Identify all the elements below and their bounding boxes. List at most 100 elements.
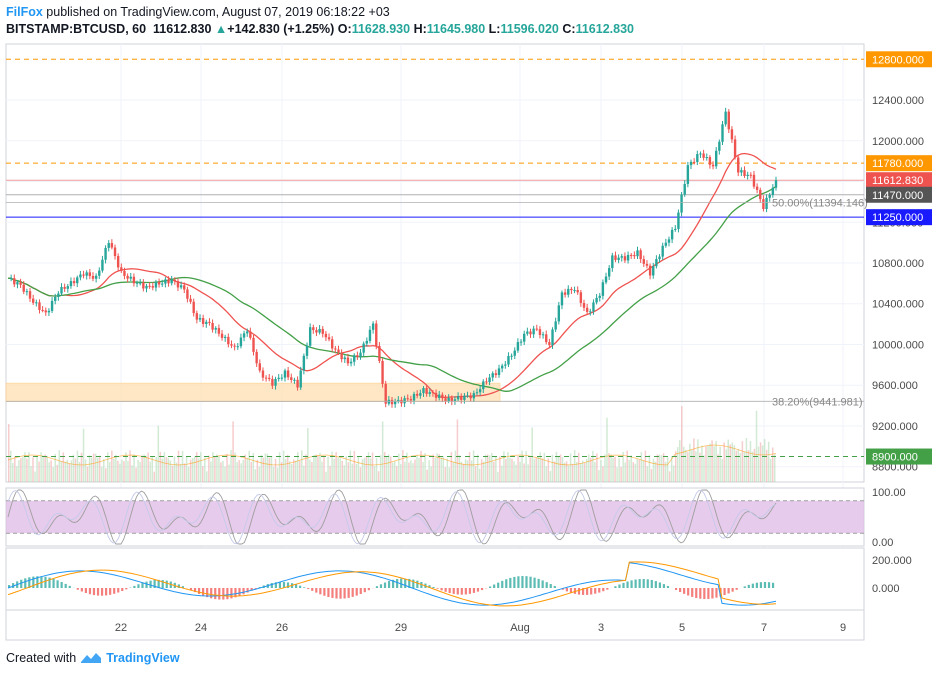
footer: Created with TradingView	[6, 648, 180, 668]
candle-body	[670, 229, 674, 240]
volume-bar	[119, 463, 121, 482]
volume-bar	[268, 457, 271, 482]
candle-body	[667, 239, 671, 243]
candle-body	[592, 302, 595, 312]
volume-bar	[353, 451, 356, 482]
time-tick-label: 26	[276, 622, 288, 634]
macd-histogram-bar	[464, 588, 467, 595]
candle-body	[532, 328, 535, 335]
candle-body	[500, 365, 504, 369]
author-link[interactable]: FilFox	[6, 5, 43, 19]
volume-bar	[501, 465, 503, 482]
volume-bar	[579, 462, 582, 482]
candle-body	[689, 161, 693, 166]
candle-body	[154, 281, 158, 288]
volume-bar	[240, 463, 242, 482]
price-label-bg	[866, 448, 932, 465]
price-chart[interactable]: 50.00%(11394.146) 38.20%(9441.981) 12400.…	[0, 0, 939, 645]
candle-body	[598, 295, 601, 298]
candle-body	[249, 331, 252, 338]
macd-histogram-bar	[246, 588, 249, 593]
volume-bar	[693, 438, 695, 482]
volume-bar	[394, 461, 396, 482]
macd-histogram-bar	[573, 588, 577, 594]
candle-body	[393, 401, 397, 405]
volume-bar	[195, 452, 198, 482]
volume-bar	[331, 451, 333, 482]
candle-body	[601, 282, 605, 296]
macd-histogram-bar	[476, 588, 480, 592]
candle-body	[195, 313, 199, 320]
candle-body	[466, 395, 469, 397]
volume-bar	[458, 455, 461, 482]
time-axis[interactable]: 22 24 26 29 Aug 3 5 7 9	[115, 622, 846, 634]
volume-bar	[559, 454, 562, 482]
candle-body	[324, 333, 328, 338]
macd-histogram-bar	[339, 588, 342, 599]
symbol-name[interactable]: BITSTAMP:BTCUSD, 60	[6, 22, 147, 36]
macd-histogram-bar	[149, 580, 152, 588]
macd-histogram-bar	[92, 588, 96, 596]
candle-body	[680, 194, 683, 213]
volume-bar	[404, 461, 406, 482]
volume-bar	[402, 450, 404, 482]
volume-bar	[276, 467, 279, 482]
candle-body	[755, 186, 759, 190]
macd-signal-line	[7, 561, 777, 607]
price-label-bg	[866, 172, 932, 189]
volume-bar	[745, 438, 748, 482]
candle-body	[378, 345, 381, 361]
volume-bar	[575, 461, 578, 482]
volume-bar	[189, 459, 192, 482]
fib-label: 50.00%(11394.146)	[772, 197, 868, 209]
volume-bar	[687, 452, 689, 482]
macd-histogram-bar	[355, 588, 358, 596]
macd-histogram-bar	[630, 580, 633, 588]
volume-bar	[767, 441, 770, 482]
macd-histogram-bar	[125, 588, 128, 590]
candle-body	[148, 285, 151, 287]
volume-bar	[727, 439, 729, 482]
volume-bar	[157, 425, 160, 482]
candle-body	[699, 153, 702, 155]
macd-histogram-bar	[48, 577, 51, 588]
macd-histogram-bar	[658, 582, 661, 588]
volume-bar	[238, 460, 240, 482]
macd-histogram-bar	[250, 588, 253, 591]
volume-bar	[438, 454, 440, 482]
candle-body	[98, 270, 101, 276]
candle-body	[110, 243, 114, 248]
volume-bar	[305, 454, 307, 482]
price-axis[interactable]: 12400.00012000.00011600.00011200.0001080…	[872, 95, 924, 474]
volume-bar	[581, 460, 584, 482]
macd-histogram-bar	[286, 582, 290, 588]
volume-bar	[129, 450, 131, 482]
volume-bar	[442, 456, 445, 482]
candle-body	[604, 276, 608, 283]
macd-histogram-bar	[254, 588, 257, 589]
volume-bar	[749, 440, 752, 482]
candle-body	[636, 250, 639, 257]
candle-body	[35, 302, 38, 304]
volume-bar	[339, 458, 341, 482]
tradingview-brand[interactable]: TradingView	[106, 651, 180, 665]
candle-body	[384, 383, 387, 404]
volume-bar	[347, 462, 350, 482]
macd-histogram-bar	[521, 576, 524, 588]
volume-bar	[563, 462, 566, 482]
macd-histogram-bar	[626, 581, 629, 588]
candle-body	[522, 333, 526, 342]
price-label-text: 12800.000	[872, 54, 924, 66]
volume-bar	[333, 458, 335, 482]
candle-body	[9, 278, 13, 280]
macd-histogram-bar	[505, 579, 508, 588]
candle-body	[611, 255, 614, 269]
volume-bar	[220, 462, 222, 482]
candle-body	[431, 392, 435, 394]
macd-histogram-bar	[602, 588, 605, 592]
volume-bar	[153, 471, 156, 482]
candle-body	[164, 279, 167, 284]
candle-body	[13, 278, 16, 285]
macd-histogram-bar	[549, 584, 552, 588]
volume-bar	[525, 451, 527, 482]
